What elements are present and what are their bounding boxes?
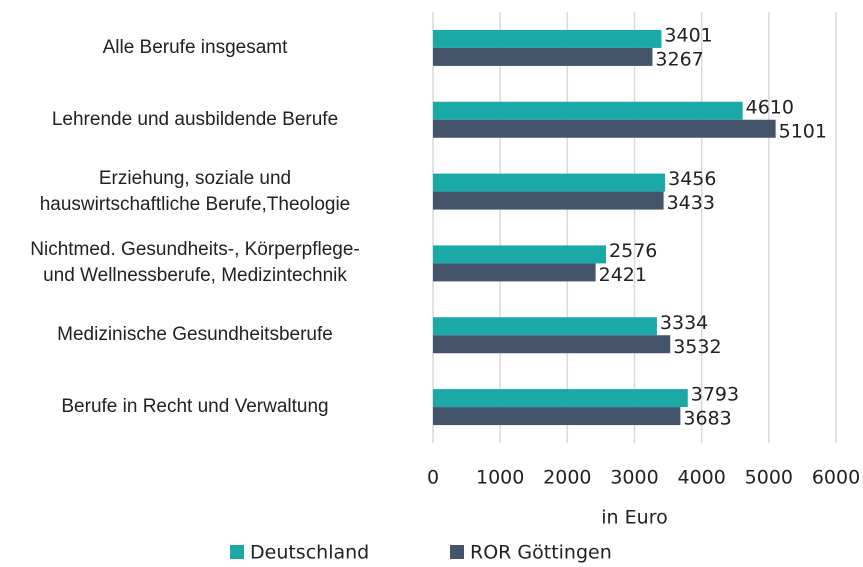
data-label: 3334 <box>660 312 708 334</box>
data-label: 3532 <box>673 336 721 358</box>
y-tick-label: Berufe in Recht und Verwaltung <box>61 396 329 418</box>
bar <box>433 119 776 138</box>
data-label: 3793 <box>691 384 739 406</box>
bar <box>433 47 653 66</box>
data-label: 2576 <box>609 240 657 262</box>
y-tick-label: Nichtmed. Gesundheits-, Körperpflege- un… <box>30 239 360 287</box>
bar <box>433 191 664 210</box>
legend-label: Deutschland <box>250 542 369 564</box>
x-tick-label: 6000 <box>812 467 860 489</box>
data-label: 4610 <box>746 96 794 118</box>
legend-swatch <box>230 545 244 559</box>
data-label: 3456 <box>668 168 716 190</box>
x-tick-label: 3000 <box>610 467 658 489</box>
data-label: 3433 <box>667 192 715 214</box>
x-tick-label: 4000 <box>677 467 725 489</box>
x-axis-label: in Euro <box>601 507 667 529</box>
bar <box>433 101 743 120</box>
bar <box>433 317 657 336</box>
y-tick-label: Medizinische Gesundheitsberufe <box>57 324 333 346</box>
legend-label: ROR Göttingen <box>470 542 612 564</box>
bar <box>433 245 607 264</box>
bar <box>433 29 662 48</box>
legend-swatch <box>450 545 464 559</box>
bar <box>433 335 671 354</box>
y-tick-label: Alle Berufe insgesamt <box>102 36 288 58</box>
x-tick-label: 0 <box>427 467 439 489</box>
bar <box>433 407 681 426</box>
bar <box>433 173 666 192</box>
data-label: 5101 <box>779 120 827 142</box>
y-tick-label: Erziehung, soziale und hauswirtschaftlic… <box>39 167 351 215</box>
data-label: 3401 <box>664 24 712 46</box>
x-tick-label: 1000 <box>476 467 524 489</box>
data-label: 3267 <box>655 48 703 70</box>
x-tick-label: 5000 <box>745 467 793 489</box>
bar <box>433 263 596 282</box>
y-tick-label: Lehrende und ausbildende Berufe <box>51 108 339 130</box>
data-label: 2421 <box>599 264 647 286</box>
bar <box>433 389 688 408</box>
x-tick-label: 2000 <box>543 467 591 489</box>
data-label: 3683 <box>683 408 731 430</box>
